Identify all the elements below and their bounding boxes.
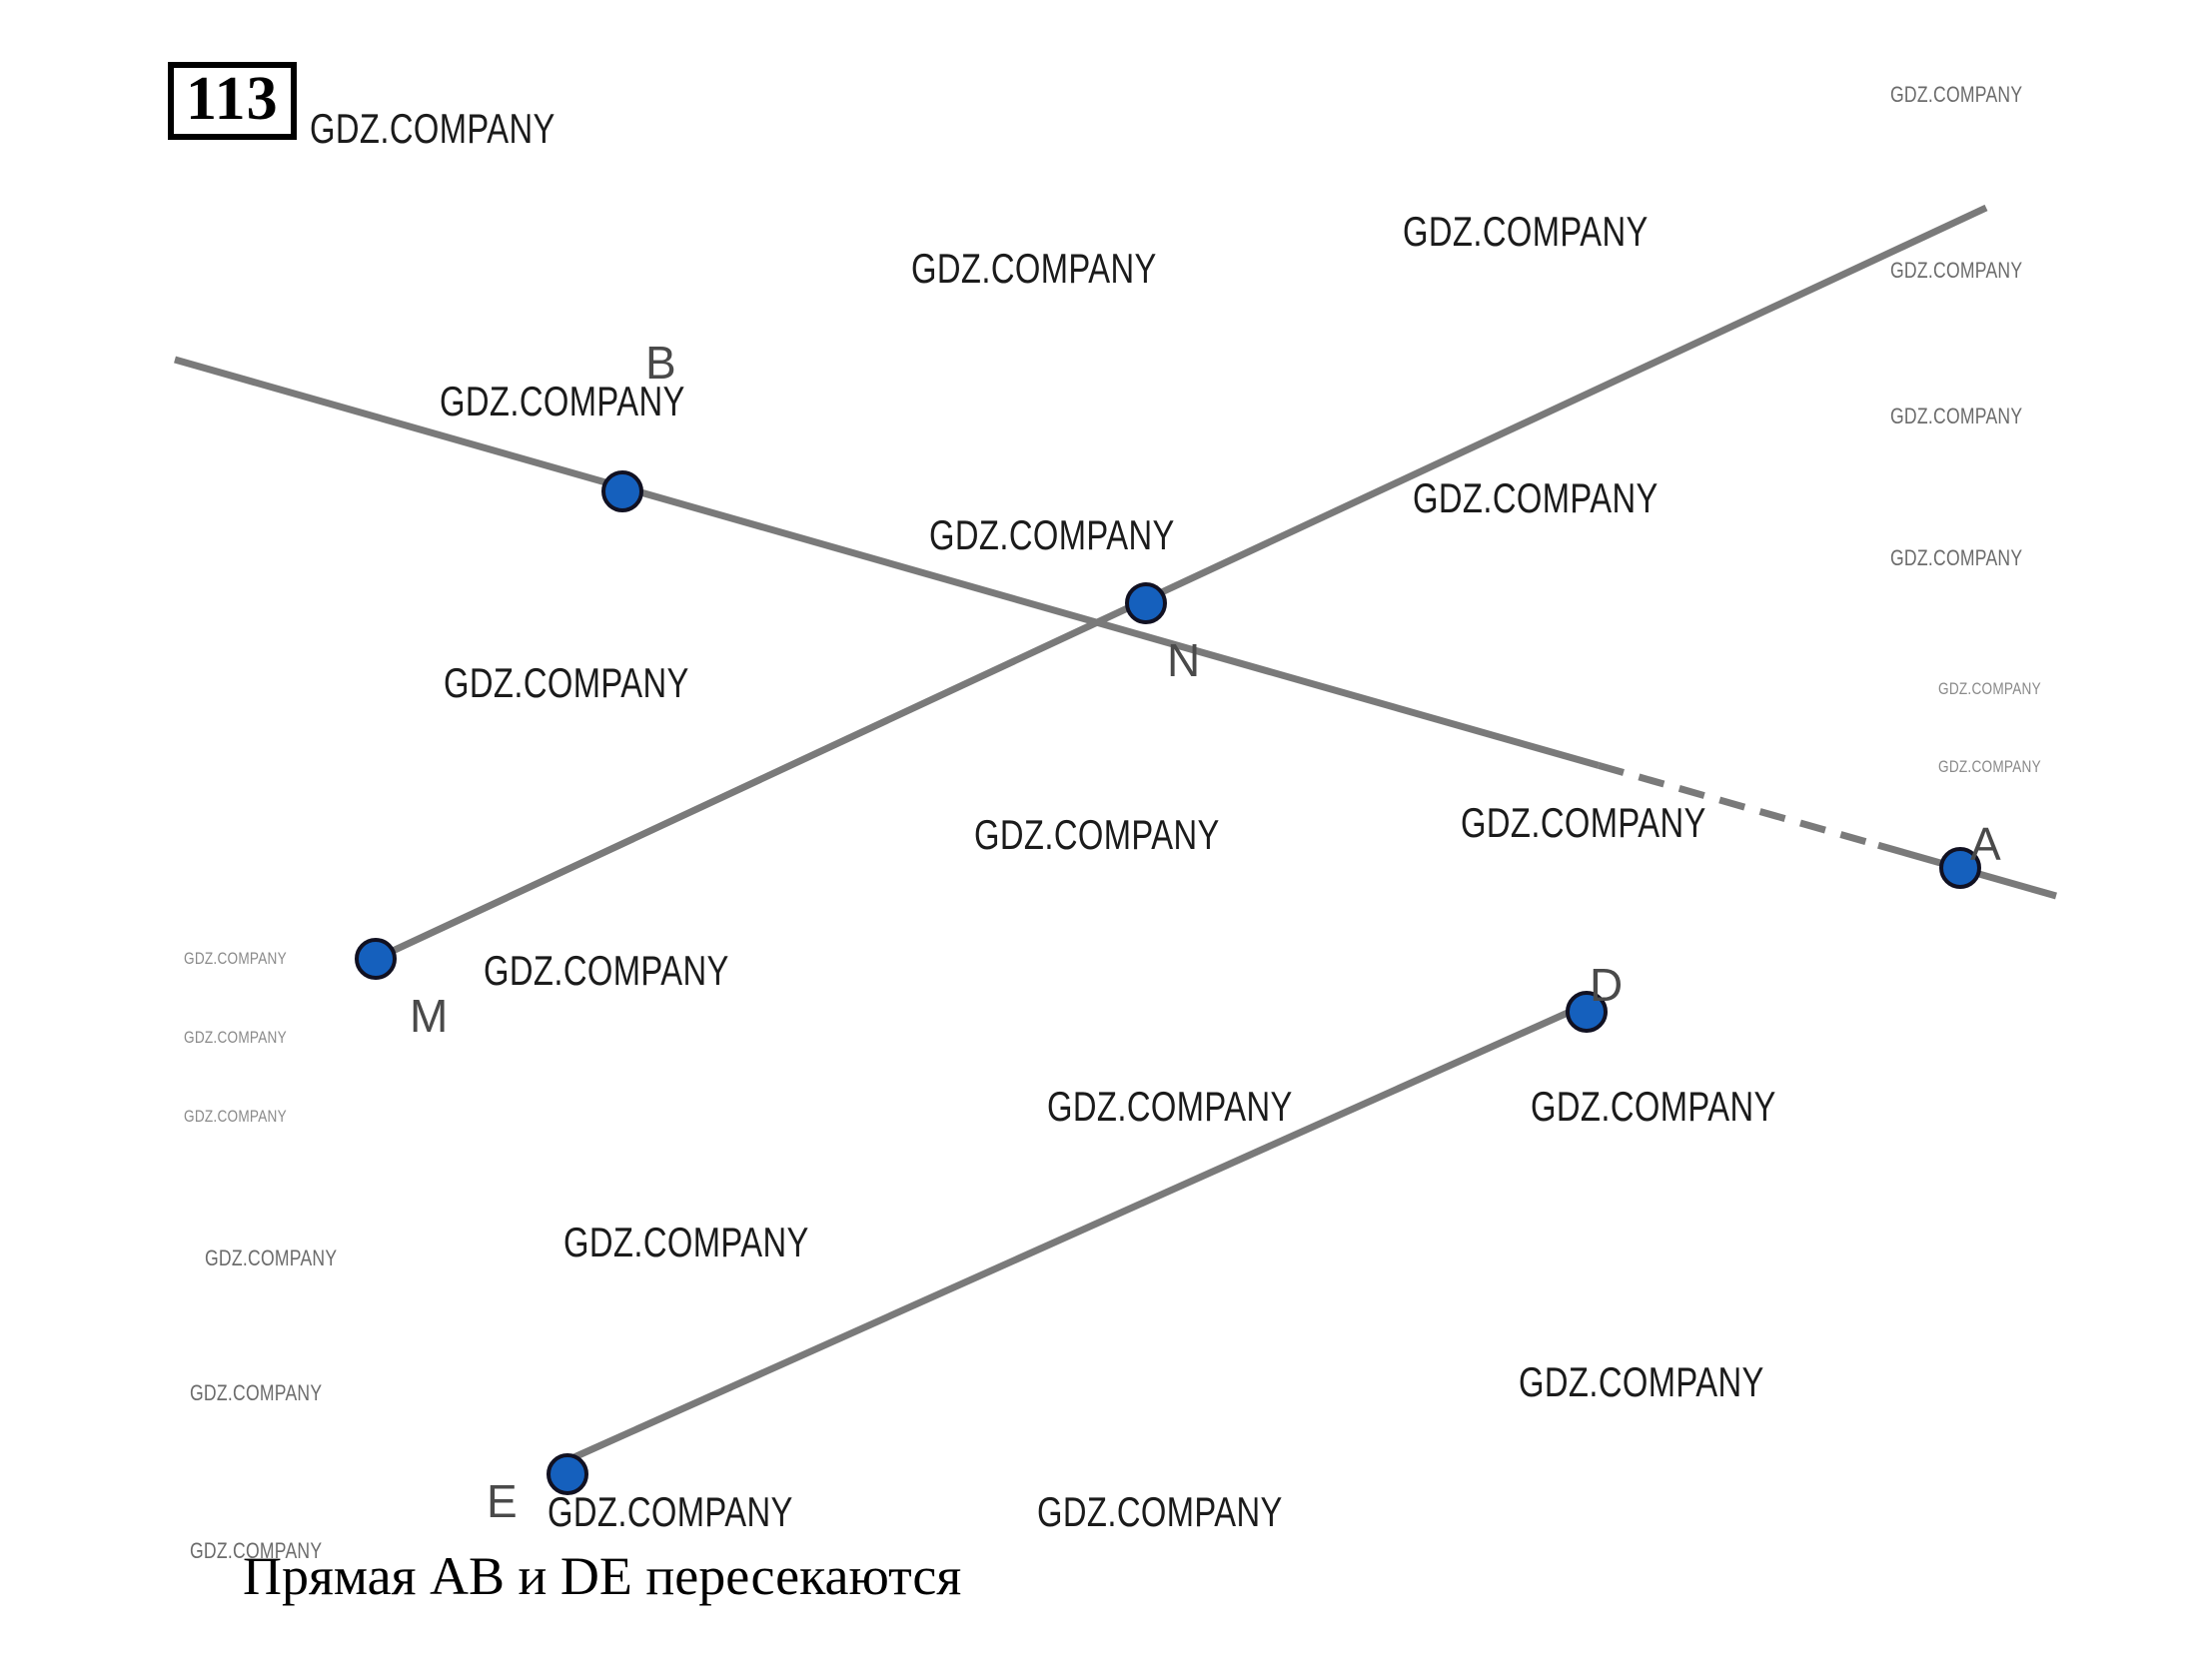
point-A: [1939, 847, 1981, 889]
point-M: [355, 938, 397, 980]
point-D-label: D: [1590, 959, 1624, 1011]
point-M-label: M: [410, 990, 449, 1042]
line-AB-seg-0: [174, 356, 1600, 769]
line-DE: [565, 1005, 1579, 1464]
point-A-label: A: [1970, 818, 2001, 870]
point-E: [547, 1453, 588, 1495]
point-B: [601, 470, 643, 512]
point-E-label: E: [487, 1475, 518, 1527]
point-N-label: N: [1167, 634, 1201, 686]
lines-group: [174, 204, 2057, 1464]
line-MN: [374, 204, 1988, 963]
figure-caption: Прямая AB и DE пересекаются: [243, 1546, 962, 1606]
task-number: 113: [186, 65, 279, 133]
point-D: [1566, 991, 1608, 1033]
line-AB-seg-1: [1598, 762, 1879, 849]
point-B-label: B: [645, 337, 676, 389]
points-group: [355, 470, 1981, 1495]
point-N: [1125, 582, 1167, 624]
task-number-badge: 113: [168, 62, 297, 140]
